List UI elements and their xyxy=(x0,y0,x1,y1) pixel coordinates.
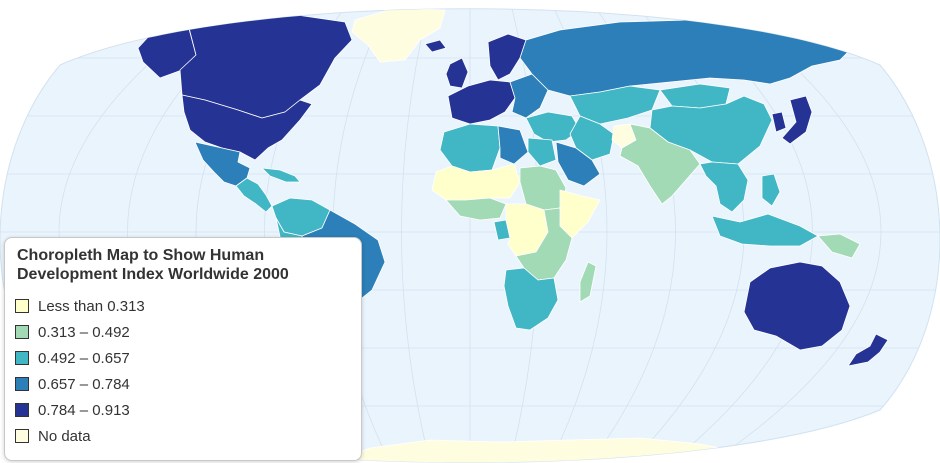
legend-label: 0.657 – 0.784 xyxy=(38,376,130,393)
legend-item-c2[interactable]: 0.313 – 0.492 xyxy=(15,319,351,345)
legend-swatch xyxy=(15,351,29,365)
legend-item-c5[interactable]: 0.784 – 0.913 xyxy=(15,397,351,423)
legend: Choropleth Map to Show Human Development… xyxy=(4,237,362,461)
legend-label: 0.313 – 0.492 xyxy=(38,324,130,341)
legend-swatch xyxy=(15,325,29,339)
legend-item-c4[interactable]: 0.657 – 0.784 xyxy=(15,371,351,397)
legend-swatch xyxy=(15,403,29,417)
legend-swatch xyxy=(15,429,29,443)
legend-swatch xyxy=(15,299,29,313)
legend-label: 0.784 – 0.913 xyxy=(38,402,130,419)
legend-item-nodata[interactable]: No data xyxy=(15,423,351,449)
legend-swatch xyxy=(15,377,29,391)
legend-title: Choropleth Map to Show Human Development… xyxy=(17,246,351,284)
legend-item-c1[interactable]: Less than 0.313 xyxy=(15,293,351,319)
legend-label: 0.492 – 0.657 xyxy=(38,350,130,367)
legend-items: Less than 0.313 0.313 – 0.492 0.492 – 0.65… xyxy=(15,293,351,449)
legend-label: No data xyxy=(38,428,91,445)
legend-item-c3[interactable]: 0.492 – 0.657 xyxy=(15,345,351,371)
legend-label: Less than 0.313 xyxy=(38,298,145,315)
